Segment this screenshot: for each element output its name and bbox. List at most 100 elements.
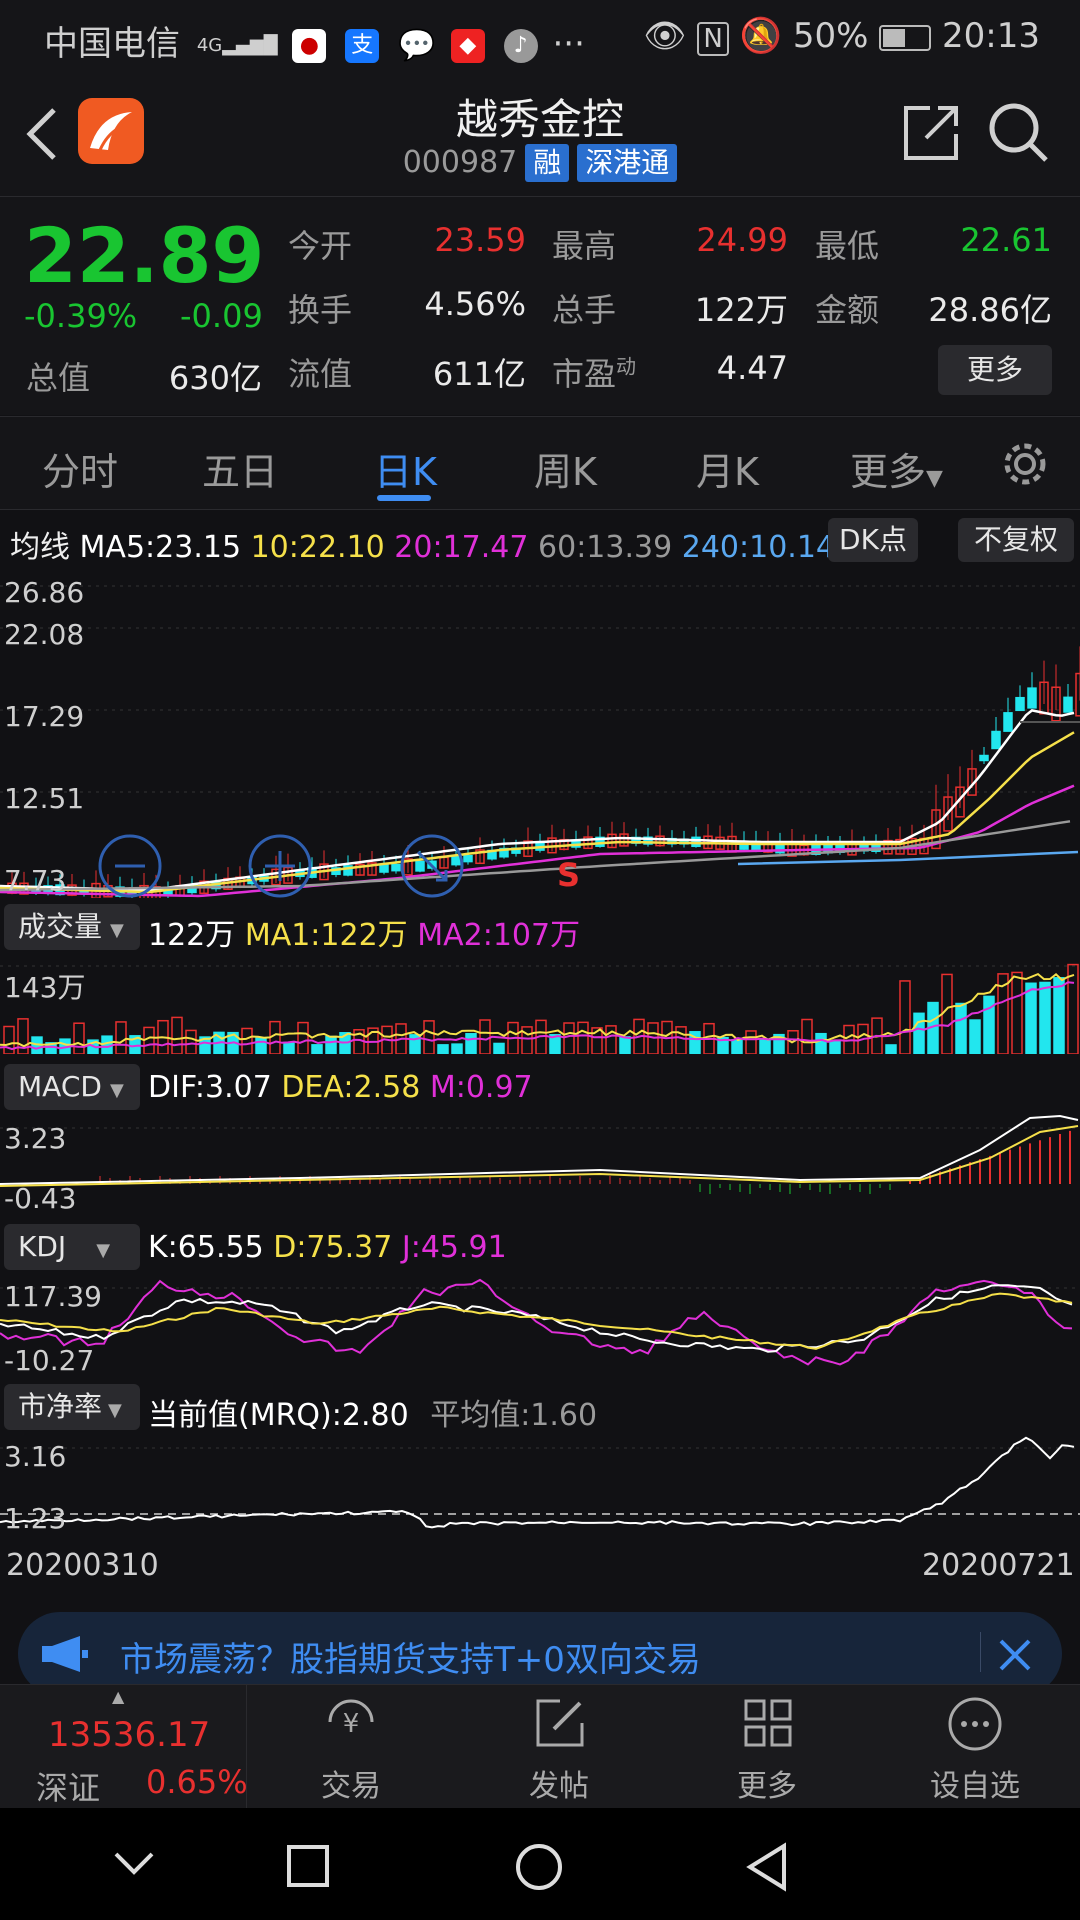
ma60-line	[0, 820, 1071, 892]
volume-selector-label: 成交量	[18, 910, 103, 943]
kline-candle	[391, 863, 401, 872]
zoom-in-button[interactable]	[248, 834, 312, 898]
fullscreen-button[interactable]	[400, 834, 464, 898]
app-logo	[78, 98, 144, 164]
kline-candle	[475, 849, 485, 865]
macd-chart[interactable]	[0, 1114, 1080, 1214]
volume-bar	[689, 1031, 701, 1054]
dk-point-button[interactable]: DK点	[828, 518, 918, 562]
pb-chart[interactable]	[0, 1434, 1080, 1534]
turnover-value: 4.56%	[424, 285, 526, 323]
ma240-value: 240:10.14	[681, 530, 835, 565]
tab-monthly-k[interactable]: 月K	[696, 450, 759, 494]
tab-five-day[interactable]: 五日	[202, 450, 279, 494]
macd-header: MACD ▼ DIF:3.07 DEA:2.58 M:0.97	[0, 1058, 1080, 1114]
megaphone-icon	[42, 1636, 88, 1672]
settings-gear-icon[interactable]	[1000, 439, 1050, 489]
connect-tag: 深港通	[577, 144, 678, 182]
kline-candle	[619, 833, 629, 847]
volume-bar	[143, 1026, 155, 1054]
kdj-j: J:45.91	[401, 1230, 507, 1265]
volume-bar	[451, 1043, 463, 1054]
volume-axis-top: 143万	[4, 971, 86, 1004]
macd-axis-top: 3.23	[4, 1122, 67, 1155]
kline-candle	[979, 754, 989, 762]
kdj-j-line	[0, 1278, 1073, 1366]
macd-selector[interactable]: MACD ▼	[4, 1064, 140, 1110]
kline-chart[interactable]	[0, 568, 1080, 898]
volume-chart[interactable]	[0, 954, 1080, 1054]
stock-code-line: 000987 融深港通	[0, 144, 1080, 182]
volume-bar	[899, 980, 911, 1054]
kline-candle	[1051, 686, 1061, 722]
current-price: 22.89	[24, 211, 265, 300]
kline-candle	[403, 858, 413, 876]
index-percent: 0.65%	[146, 1763, 248, 1801]
ad-banner[interactable]: 市场震荡？股指期货支持T+0双向交易	[18, 1612, 1062, 1696]
kdj-chart[interactable]	[0, 1274, 1080, 1374]
ma60-value: 60:13.39	[538, 530, 673, 565]
share-icon[interactable]	[900, 102, 962, 164]
kdj-values: K:65.55 D:75.37 J:45.91	[148, 1230, 507, 1265]
total-value: 630亿	[168, 359, 262, 397]
back-icon[interactable]	[22, 104, 62, 164]
kline-candle	[691, 836, 701, 848]
macd-m: M:0.97	[429, 1070, 533, 1105]
volume-bar	[283, 1041, 295, 1054]
chevron-down-icon: ▼	[110, 920, 124, 941]
kdj-k-line	[0, 1284, 1073, 1353]
recent-apps-icon[interactable]	[286, 1844, 330, 1888]
volume-bar	[675, 1026, 687, 1054]
more-quote-button[interactable]: 更多	[938, 345, 1052, 395]
change-percent: -0.39%	[24, 297, 138, 335]
edit-icon	[536, 1699, 584, 1747]
pb-selector[interactable]: 市净率 ▼	[4, 1384, 140, 1430]
app-icon-2: ◆	[450, 28, 485, 63]
margin-tag: 融	[525, 144, 570, 182]
volume-bar	[619, 1036, 631, 1054]
volume-bar	[577, 1021, 589, 1054]
kline-candle	[343, 865, 353, 876]
change-amount: -0.09	[180, 297, 263, 335]
tab-more[interactable]: 更多▼	[850, 441, 943, 496]
volume-bar	[3, 1025, 15, 1054]
kdj-k: K:65.55	[148, 1230, 264, 1265]
tab-weekly-k[interactable]: 周K	[534, 450, 597, 494]
date-start: 20200310	[6, 1548, 159, 1583]
zoom-out-button[interactable]	[98, 834, 162, 898]
home-icon[interactable]	[514, 1842, 564, 1892]
search-icon[interactable]	[986, 100, 1052, 166]
volume-bar	[745, 1030, 757, 1054]
more-label: 更多	[737, 1769, 797, 1804]
kline-candle	[991, 730, 1001, 750]
volume-bar	[269, 1020, 281, 1054]
chevron-down-icon: ▼	[96, 1240, 111, 1261]
kdj-axis-top: 117.39	[4, 1280, 102, 1313]
kline-candle	[643, 836, 653, 845]
volume-ma1-line	[0, 972, 1075, 1048]
adjustment-button[interactable]: 不复权	[958, 518, 1074, 562]
pe-dynamic-sup: 动	[616, 354, 637, 379]
alipay-icon: 支	[345, 28, 380, 63]
volume-values: 122万 MA1:122万 MA2:107万	[148, 910, 580, 954]
volume-bar	[115, 1021, 127, 1054]
kdj-selector[interactable]: KDJ ▼	[4, 1224, 140, 1270]
chevron-down-icon[interactable]	[112, 1848, 156, 1878]
kdj-d: D:75.37	[273, 1230, 393, 1265]
tab-daily-k[interactable]: 日K	[374, 450, 437, 494]
volume-bar	[563, 1022, 575, 1054]
volume-bar	[1011, 971, 1023, 1054]
close-icon[interactable]	[998, 1638, 1032, 1672]
float-value-label: 流值	[288, 355, 353, 393]
tab-intraday[interactable]: 分时	[42, 450, 119, 494]
high-label: 最高	[552, 227, 617, 265]
volume-value: 122万	[694, 291, 788, 329]
ma20-value: 20:17.47	[394, 530, 529, 565]
network-type: 4G	[196, 35, 223, 56]
back-nav-icon[interactable]	[744, 1842, 790, 1892]
kdj-selector-label: KDJ	[18, 1230, 67, 1263]
index-ticker[interactable]: ▲ 13536.17 深证 0.65%	[0, 1685, 248, 1809]
active-tab-indicator	[377, 495, 431, 501]
volume-selector[interactable]: 成交量 ▼	[4, 904, 140, 950]
chevron-down-icon: ▼	[109, 1080, 124, 1101]
